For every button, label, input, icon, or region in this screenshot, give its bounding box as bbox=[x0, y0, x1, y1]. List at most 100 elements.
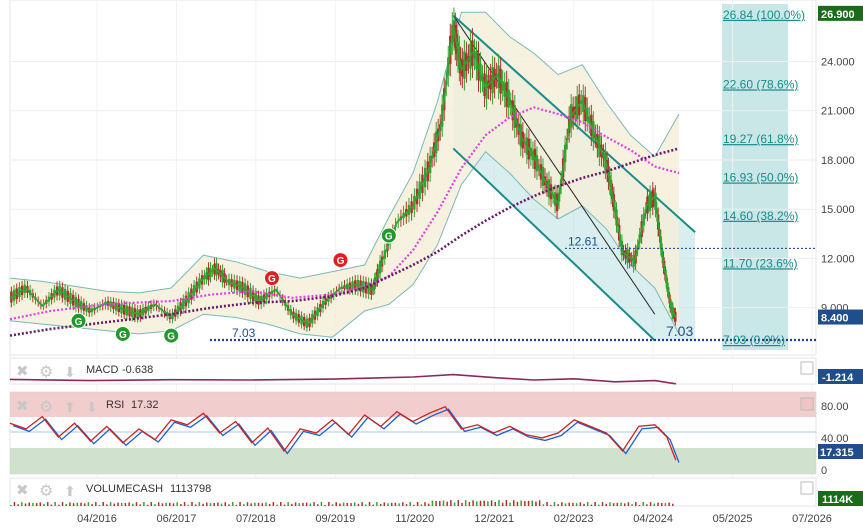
volume-bar bbox=[80, 502, 82, 506]
volume-bar bbox=[620, 502, 622, 506]
y-tick-label: 24.000 bbox=[821, 56, 855, 68]
volume-bar bbox=[298, 503, 300, 506]
volume-bar bbox=[213, 502, 215, 506]
volume-bar bbox=[72, 503, 75, 506]
volume-bar bbox=[117, 502, 119, 506]
volume-bar bbox=[561, 502, 563, 506]
volume-bar bbox=[246, 502, 249, 506]
rsi-badge-text: 17.315 bbox=[820, 447, 854, 459]
volume-bar bbox=[202, 503, 204, 506]
volume-bar bbox=[605, 503, 607, 506]
gear-icon[interactable]: ⚙ bbox=[39, 399, 53, 416]
volume-bar bbox=[402, 502, 404, 506]
volume-bar bbox=[579, 502, 582, 506]
signal-marker-text: G bbox=[385, 231, 393, 242]
volume-bar bbox=[638, 504, 641, 506]
volume-bar bbox=[24, 503, 27, 506]
volume-bar bbox=[557, 504, 559, 506]
close-icon[interactable]: ✖ bbox=[16, 398, 29, 415]
volume-bar bbox=[416, 502, 419, 506]
volume-bar bbox=[43, 503, 45, 506]
volume-bar bbox=[10, 505, 12, 506]
rsi-level-80: 80.00 bbox=[821, 401, 849, 413]
volume-bar bbox=[553, 502, 556, 506]
volume-bar bbox=[28, 502, 30, 506]
volume-bar bbox=[261, 503, 264, 506]
channel-lower-line[interactable] bbox=[452, 147, 656, 342]
volume-bar bbox=[431, 500, 434, 506]
signal-marker[interactable] bbox=[380, 227, 397, 244]
volume-bar bbox=[217, 502, 219, 506]
volume-bar bbox=[383, 502, 386, 506]
volume-bar bbox=[642, 502, 644, 506]
volume-bar bbox=[616, 502, 619, 506]
volume-bar bbox=[328, 502, 330, 506]
volume-bar bbox=[331, 504, 334, 506]
volume-bar bbox=[150, 502, 153, 506]
signal-marker[interactable] bbox=[163, 327, 180, 344]
signal-marker[interactable] bbox=[114, 325, 131, 342]
close-icon[interactable]: ✖ bbox=[16, 482, 29, 499]
signal-marker[interactable] bbox=[263, 270, 280, 287]
volume-bar bbox=[183, 502, 186, 506]
volume-bar bbox=[586, 502, 589, 506]
arrow-down-icon[interactable]: ⬇ bbox=[64, 364, 76, 380]
volume-bar bbox=[387, 503, 389, 506]
volume-bar bbox=[464, 500, 467, 506]
volume-bar bbox=[505, 500, 508, 506]
volume-bar bbox=[564, 503, 567, 506]
volume-bar bbox=[143, 502, 145, 506]
volume-bar bbox=[612, 503, 615, 506]
volume-bar bbox=[583, 503, 585, 506]
volume-bar bbox=[546, 502, 548, 506]
volume-bar bbox=[316, 504, 319, 506]
volume-bar bbox=[527, 500, 530, 506]
volume-bar bbox=[524, 501, 526, 506]
gear-icon[interactable]: ⚙ bbox=[39, 483, 53, 500]
volume-bar bbox=[575, 503, 578, 506]
volume-bar bbox=[394, 502, 397, 506]
rsi-badge bbox=[818, 444, 863, 459]
volume-panel-checkbox[interactable] bbox=[800, 481, 814, 495]
macd-name: MACD bbox=[86, 364, 118, 376]
volume-bar bbox=[280, 502, 282, 506]
volume-bar bbox=[161, 503, 164, 506]
volume-bar bbox=[572, 502, 574, 506]
arrow-up-icon[interactable]: ⬆ bbox=[64, 399, 76, 415]
volume-bar bbox=[468, 502, 471, 506]
volume-bar bbox=[198, 502, 201, 506]
gear-icon[interactable]: ⚙ bbox=[39, 364, 53, 381]
volume-bar bbox=[139, 504, 141, 506]
volume-bar bbox=[472, 500, 474, 506]
volume-bar bbox=[657, 502, 659, 506]
fib-level-label: 7.03 (0.0%) bbox=[723, 333, 785, 347]
volume-bar bbox=[291, 503, 293, 506]
high-price-badge-text: 26.900 bbox=[821, 9, 855, 21]
close-icon[interactable]: ✖ bbox=[16, 363, 29, 380]
volume-bar bbox=[157, 502, 160, 506]
volume-bar bbox=[135, 502, 138, 506]
volume-bar bbox=[450, 500, 452, 506]
volume-bar bbox=[206, 502, 208, 506]
rsi-panel-checkbox[interactable] bbox=[800, 397, 814, 411]
signal-marker[interactable] bbox=[332, 252, 349, 269]
volume-bar bbox=[58, 504, 60, 506]
volume-bar bbox=[287, 502, 289, 506]
volume-bar bbox=[191, 502, 193, 506]
arrow-up-icon[interactable]: ⬆ bbox=[64, 483, 76, 499]
macd-panel-checkbox[interactable] bbox=[800, 361, 814, 375]
volume-bar bbox=[32, 502, 34, 506]
volume-bar bbox=[664, 503, 667, 506]
volume-bar bbox=[235, 504, 238, 506]
rsi-overbought-zone bbox=[10, 392, 816, 417]
signal-marker[interactable] bbox=[70, 312, 87, 329]
volume-bar bbox=[95, 502, 97, 506]
volume-value: 1113798 bbox=[170, 483, 211, 495]
arrow-down-icon[interactable]: ⬇ bbox=[86, 399, 98, 415]
volume-bar bbox=[446, 501, 448, 506]
volume-bar bbox=[169, 502, 171, 506]
volume-bar bbox=[342, 502, 345, 506]
volume-bar bbox=[61, 502, 64, 506]
signal-marker-text: G bbox=[167, 332, 175, 343]
